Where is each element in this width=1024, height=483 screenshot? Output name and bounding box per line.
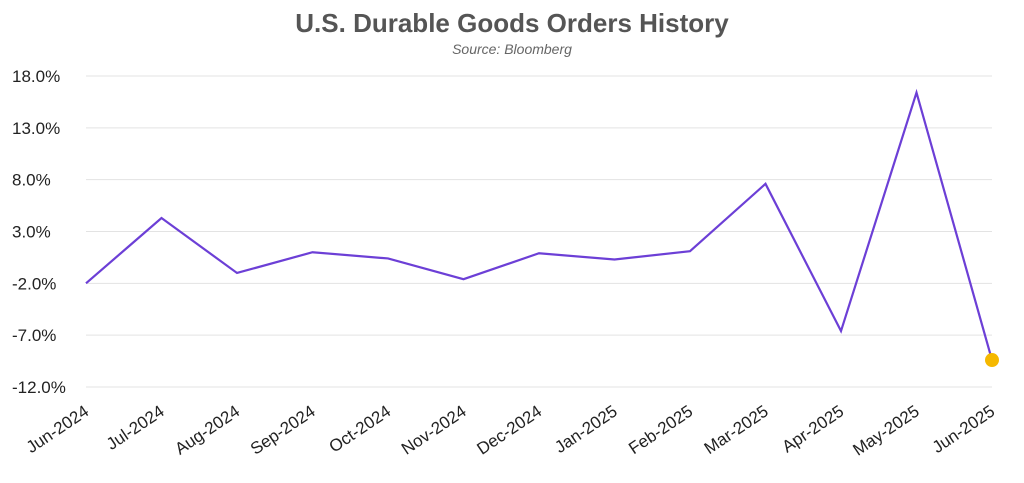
y-tick-label: 13.0%: [12, 119, 60, 138]
last-data-point: [985, 353, 999, 368]
x-tick-label: Dec-2024: [473, 402, 545, 459]
y-tick-label: 3.0%: [12, 223, 51, 242]
x-tick-label: Apr-2025: [779, 402, 848, 457]
x-tick-label: Oct-2024: [326, 402, 395, 457]
y-tick-label: -2.0%: [12, 274, 56, 293]
x-tick-label: Jun-2024: [23, 402, 92, 457]
series-layer: [85, 88, 999, 368]
x-tick-label: Jun-2025: [929, 402, 998, 457]
chart-subtitle: Source: Bloomberg: [452, 41, 572, 57]
x-tick-label: Jan-2025: [551, 402, 620, 457]
x-tick-label: Aug-2024: [171, 402, 243, 459]
x-tick-label: Sep-2024: [247, 402, 319, 459]
y-axis-ticks: 18.0% 13.0% 8.0% 3.0% -2.0% -7.0% -12.0%: [12, 67, 66, 397]
x-tick-label: Mar-2025: [701, 402, 772, 458]
chart-title: U.S. Durable Goods Orders History: [295, 8, 729, 38]
x-axis-ticks: Jun-2024 Jul-2024 Aug-2024 Sep-2024 Oct-2024…: [23, 402, 998, 460]
y-tick-label: 8.0%: [12, 171, 51, 190]
y-tick-label: -12.0%: [12, 378, 66, 397]
y-tick-label: -7.0%: [12, 326, 56, 345]
x-tick-label: Nov-2024: [398, 402, 470, 459]
x-tick-label: Feb-2025: [625, 402, 696, 458]
gridlines: [86, 75, 992, 388]
series-line: [85, 88, 994, 361]
x-tick-label: May-2025: [849, 402, 922, 460]
y-tick-label: 18.0%: [12, 67, 60, 86]
x-tick-label: Jul-2024: [103, 402, 168, 454]
